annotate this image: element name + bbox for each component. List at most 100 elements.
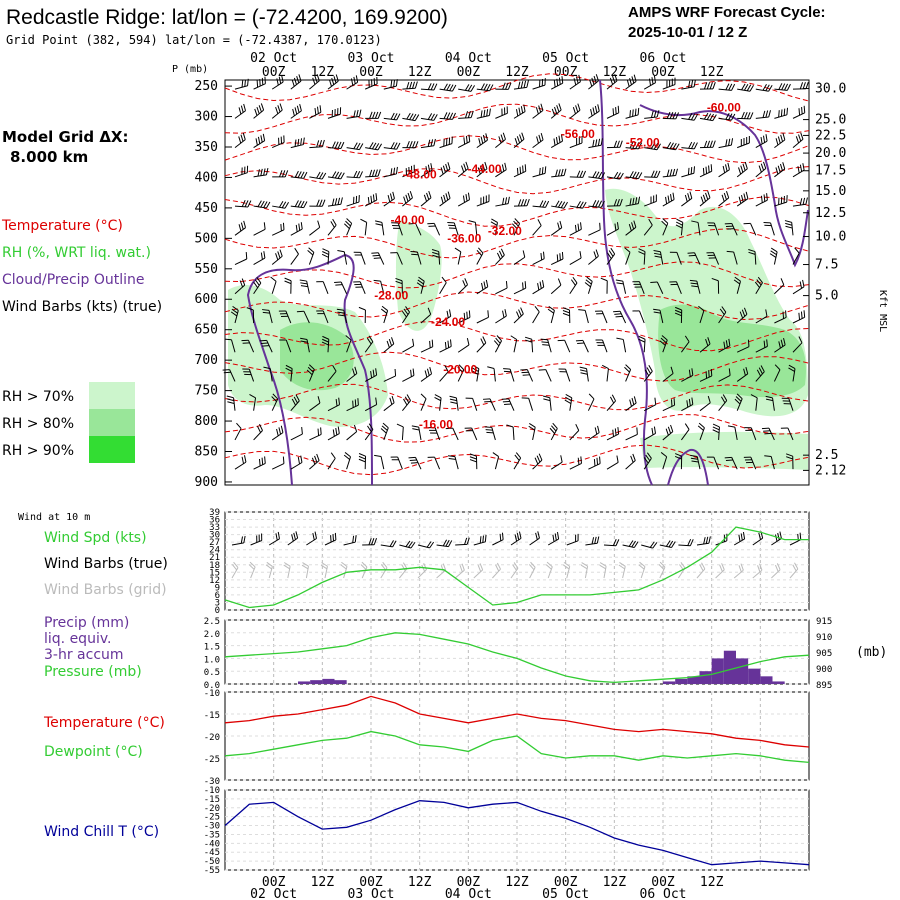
barb-feather xyxy=(472,364,480,370)
barb-feather xyxy=(374,143,380,150)
barb-feather xyxy=(517,81,521,89)
barb-feather xyxy=(464,84,470,91)
barb-feather xyxy=(614,223,617,231)
barb-feather xyxy=(463,312,466,320)
barb-feather xyxy=(412,81,416,89)
barb-feather xyxy=(591,537,595,545)
barb-feather xyxy=(462,280,466,287)
barb-feather xyxy=(359,171,363,179)
barb-feather xyxy=(296,105,300,113)
barb-feather xyxy=(332,429,335,437)
barb-feather xyxy=(390,112,395,120)
cloud-outline-bottom xyxy=(667,448,709,486)
temperature-contour-line xyxy=(224,196,810,227)
wind-barb xyxy=(364,423,374,441)
barb-feather xyxy=(674,312,682,317)
barb-shaft xyxy=(399,568,408,579)
barb-feather xyxy=(340,172,345,180)
wind-barb xyxy=(476,83,494,92)
barb-feather xyxy=(429,541,435,549)
barb-feather xyxy=(371,142,377,150)
barb-shaft xyxy=(792,169,805,178)
wind-barb xyxy=(306,364,315,382)
barb-feather xyxy=(672,112,677,120)
barb-shaft xyxy=(439,168,451,178)
wind-barb xyxy=(346,142,364,151)
barb-feather xyxy=(624,247,631,253)
wind-barb xyxy=(615,279,627,294)
barb-feather xyxy=(559,220,563,228)
barb-feather xyxy=(591,77,595,85)
barb-feather xyxy=(706,140,711,148)
barb-feather xyxy=(308,364,315,370)
barb-feather xyxy=(721,194,725,202)
wind-barb xyxy=(327,197,343,207)
wind-barb xyxy=(309,105,322,119)
pressure-tick-label: 750 xyxy=(195,384,218,399)
wind-barb xyxy=(380,422,389,441)
barb-shaft xyxy=(736,198,749,207)
barb-feather xyxy=(805,197,808,205)
wind-barb xyxy=(420,190,432,207)
wind-barb xyxy=(595,310,608,324)
barb-feather xyxy=(727,162,730,170)
barb-feather xyxy=(648,218,653,226)
barb-feather xyxy=(743,307,748,315)
barb-feather xyxy=(712,429,720,434)
barb-shaft xyxy=(230,339,236,353)
wind-barb-true xyxy=(622,540,639,548)
wind-barb xyxy=(736,161,748,178)
barb-feather xyxy=(742,163,746,171)
precip-label: Precip (mm) xyxy=(44,615,129,631)
barb-feather xyxy=(586,276,593,282)
barb-shaft xyxy=(588,110,600,119)
wind-barb xyxy=(390,252,403,265)
barb-feather xyxy=(757,276,763,283)
wind-barb xyxy=(532,166,547,178)
wind-barb-true xyxy=(529,531,540,546)
barb-feather xyxy=(318,172,324,179)
wind-barb xyxy=(699,368,713,382)
height-tick-label: 5.0 xyxy=(815,289,838,304)
barb-feather xyxy=(240,222,244,230)
temperature-contour-line xyxy=(224,291,810,321)
barb-feather xyxy=(595,200,600,207)
barb-shaft xyxy=(253,282,262,295)
barb-feather xyxy=(542,251,545,259)
wind-barb xyxy=(625,141,643,150)
barb-feather xyxy=(321,172,327,180)
barb-feather xyxy=(691,220,699,223)
barb-feather xyxy=(448,309,452,317)
wind-barb xyxy=(447,455,459,470)
wind-barb xyxy=(718,191,730,207)
wind-barb xyxy=(402,191,413,207)
wind-barb xyxy=(457,134,471,149)
wind-barb xyxy=(476,194,490,207)
barb-feather xyxy=(375,220,383,223)
wind-barb xyxy=(690,454,701,470)
barb-feather xyxy=(570,279,576,286)
height-tick-label: 30.0 xyxy=(815,82,846,97)
wind-barb xyxy=(285,364,293,382)
barb-shaft xyxy=(401,426,404,440)
wind-speed-label: Wind Spd (kts) xyxy=(44,530,147,546)
temp-ytick-label: -30 xyxy=(204,777,220,787)
barb-shaft xyxy=(547,538,559,546)
wind-barb xyxy=(606,140,623,149)
barb-feather xyxy=(442,563,447,571)
barb-shaft xyxy=(768,427,775,441)
wind-barb xyxy=(643,397,657,412)
barb-shaft xyxy=(733,538,745,546)
barb-feather xyxy=(319,199,323,207)
barb-feather xyxy=(485,429,493,431)
barb-feather xyxy=(300,222,303,230)
wind-barb xyxy=(660,452,668,470)
cloud-outline-right xyxy=(599,79,653,486)
barb-feather xyxy=(360,218,367,223)
barb-shaft xyxy=(340,281,348,294)
barb-feather xyxy=(292,108,295,116)
windchill-panel: -10-15-20-25-30-35-40-45-50-55 xyxy=(204,786,810,876)
barb-feather xyxy=(615,107,617,115)
barb-feather xyxy=(561,76,564,84)
